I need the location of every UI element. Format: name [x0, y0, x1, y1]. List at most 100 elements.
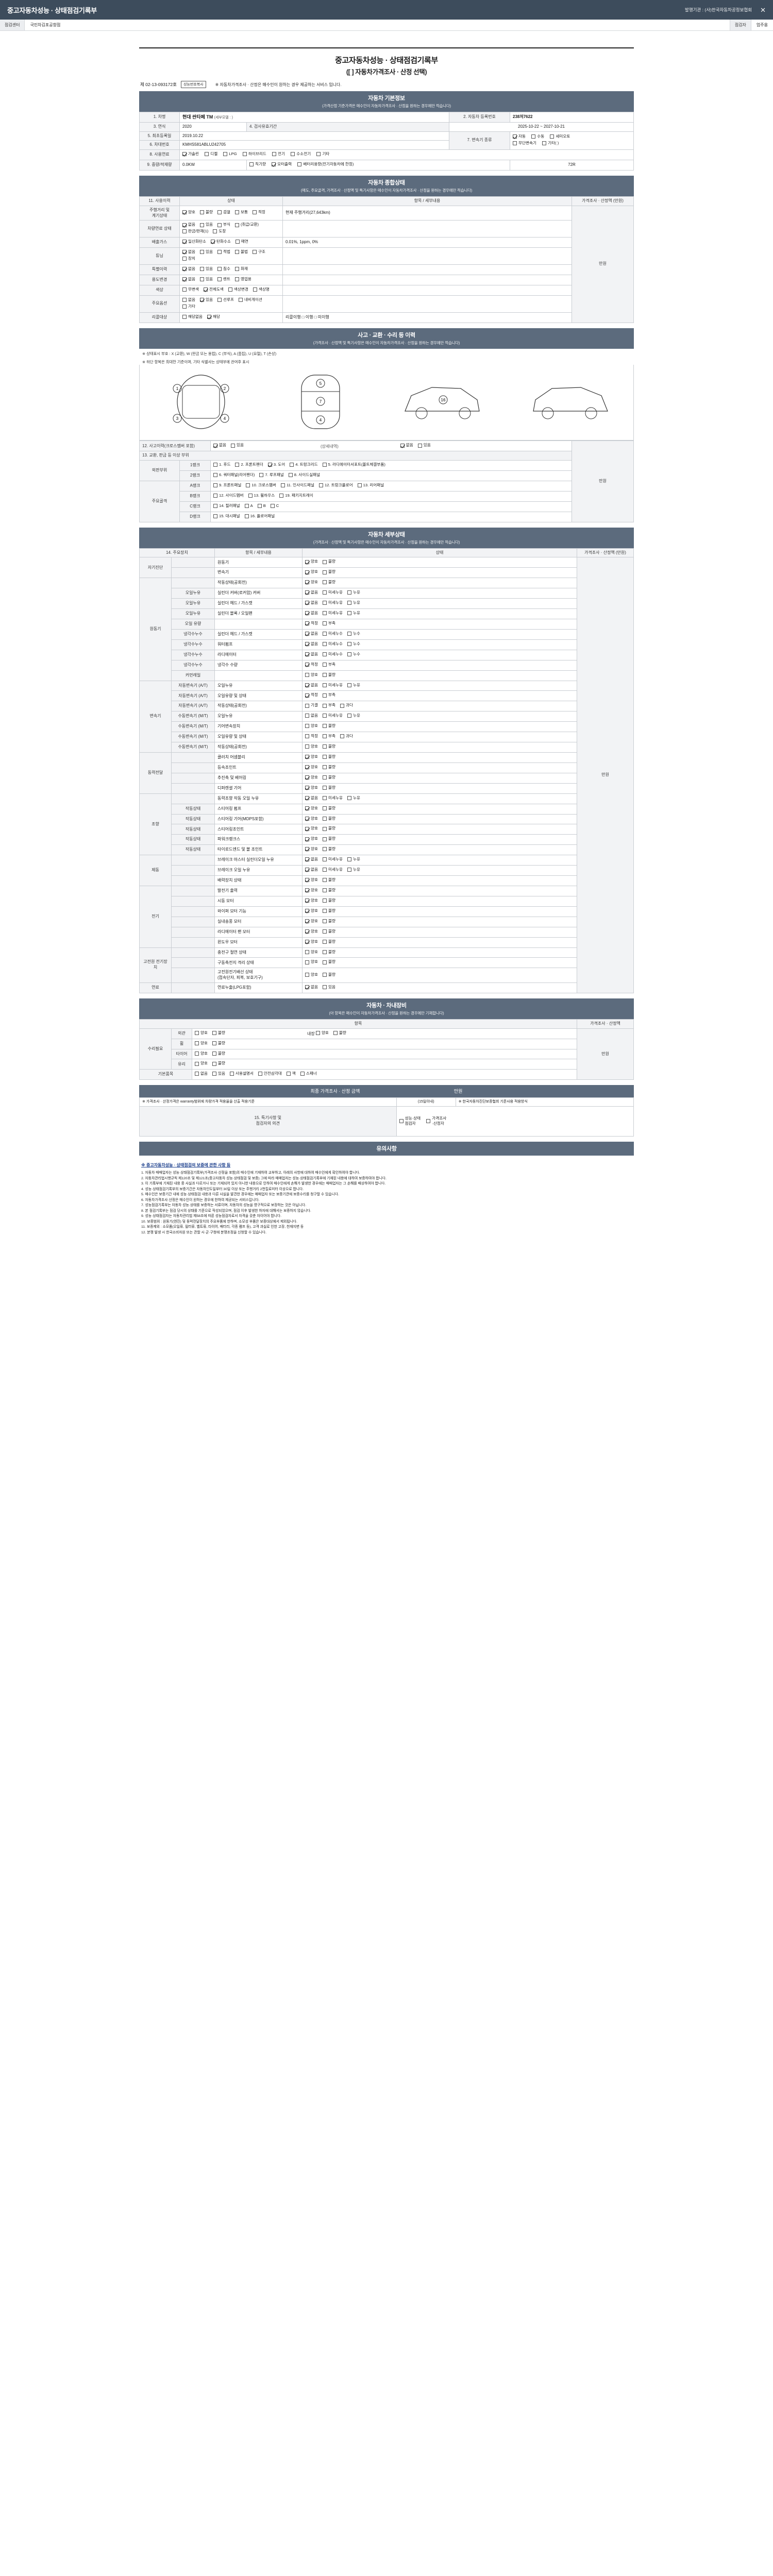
- p2-0-opt-1[interactable]: 미세누유: [323, 683, 343, 688]
- state-1-2[interactable]: 없음 미세누유 누유: [302, 598, 577, 609]
- state-3-3[interactable]: 양호 불량: [302, 783, 577, 794]
- p1-9-opt-0[interactable]: 양호: [305, 672, 318, 677]
- p1-4-opt-0[interactable]: 적정: [305, 621, 318, 626]
- p1-3-opt-0[interactable]: 없음: [305, 611, 318, 616]
- p5-0-opt-1[interactable]: 미세누유: [323, 857, 343, 862]
- cs3-opt-1[interactable]: 불량: [212, 1061, 225, 1066]
- p1-1-opt-2[interactable]: 누유: [347, 590, 360, 595]
- cs2-opt-1[interactable]: 불량: [212, 1051, 225, 1056]
- state-4-3[interactable]: 양호 불량: [302, 824, 577, 835]
- cond6-opt-1[interactable]: 전체도색: [203, 287, 224, 292]
- p1-9-opt-1[interactable]: 불량: [323, 672, 335, 677]
- p4-2-opt-0[interactable]: 양호: [305, 816, 318, 821]
- cond1-opt-5[interactable]: 도장: [213, 229, 226, 234]
- state-6-5[interactable]: 양호 불량: [302, 937, 577, 948]
- rkD-opt-0[interactable]: 15. 대시패널: [213, 514, 240, 519]
- csr0-opt-0[interactable]: 양호: [315, 1030, 329, 1036]
- fuel-lpg[interactable]: LPG: [223, 151, 237, 157]
- p4-2-opt-1[interactable]: 불량: [323, 816, 335, 821]
- rkA-opt-0[interactable]: 9. 프론트패널: [213, 483, 241, 488]
- cond2-opt-2[interactable]: 매연: [235, 239, 248, 244]
- p4-3-opt-1[interactable]: 불량: [323, 826, 335, 831]
- p7-1-opt-0[interactable]: 양호: [305, 959, 318, 964]
- rank-B-items[interactable]: 12. 사이드멤버 13. 휠하우스 19. 패키지트레이: [210, 490, 572, 502]
- rkA-opt-3[interactable]: 12. 트렁크플로어: [319, 483, 353, 488]
- cond6-opt-3[interactable]: 색상명: [253, 287, 270, 292]
- p1-4-opt-1[interactable]: 부족: [323, 621, 335, 626]
- p3-1-opt-1[interactable]: 불량: [323, 765, 335, 770]
- p7-0-opt-1[interactable]: 불량: [323, 950, 335, 955]
- p4-5-opt-0[interactable]: 양호: [305, 846, 318, 852]
- p2-4-opt-0[interactable]: 양호: [305, 723, 318, 728]
- p6-3-opt-0[interactable]: 양호: [305, 919, 318, 924]
- p1-8-opt-0[interactable]: 적정: [305, 662, 318, 667]
- p1-0-opt-0[interactable]: 양호: [305, 580, 318, 585]
- state-1-1[interactable]: 없음 미세누유 누유: [302, 588, 577, 599]
- state-3-0[interactable]: 양호 불량: [302, 752, 577, 763]
- p4-4-opt-1[interactable]: 불량: [323, 836, 335, 841]
- state-1-7[interactable]: 없음 미세누수 누수: [302, 649, 577, 660]
- state-1-9[interactable]: 양호 불량: [302, 670, 577, 681]
- p1-5-opt-0[interactable]: 없음: [305, 631, 318, 636]
- transmission-semiauto[interactable]: 세미오토: [550, 134, 570, 139]
- rkC-opt-1[interactable]: A: [244, 503, 253, 509]
- cond3-opt-3[interactable]: 불법: [234, 249, 248, 255]
- p1-2-opt-1[interactable]: 미세누유: [323, 600, 343, 605]
- p1-7-opt-0[interactable]: 없음: [305, 652, 318, 657]
- p7-1-opt-1[interactable]: 불량: [323, 959, 335, 964]
- rkB-opt-0[interactable]: 12. 사이드멤버: [213, 493, 244, 498]
- r2-opt-1[interactable]: 7. 루프패널: [259, 472, 284, 478]
- rank1-items[interactable]: 1. 후드 2. 프론트펜더 3. 도어 4. 트렁크리드 5. 라디에이터서포트(볼트…: [210, 460, 572, 471]
- state-4-5[interactable]: 양호 불량: [302, 844, 577, 856]
- state-7-0[interactable]: 양호 불량: [302, 947, 577, 958]
- cond1-opt-2[interactable]: 부식: [217, 222, 230, 227]
- p6-1-opt-0[interactable]: 양호: [305, 898, 318, 903]
- p2-3-opt-1[interactable]: 미세누유: [323, 713, 343, 718]
- state-4-4[interactable]: 양호 불량: [302, 834, 577, 845]
- p6-2-opt-1[interactable]: 불량: [323, 908, 335, 913]
- state-4-0[interactable]: 없음 미세누유 누유: [302, 793, 577, 804]
- state-2-2[interactable]: 기결 부족 과다: [302, 701, 577, 712]
- p1-6-opt-0[interactable]: 없음: [305, 641, 318, 647]
- p4-0-opt-0[interactable]: 없음: [305, 795, 318, 801]
- p1-5-opt-1[interactable]: 미세누수: [323, 631, 343, 636]
- cond7-opt-0[interactable]: 없음: [182, 297, 195, 302]
- cs1-opt-0[interactable]: 양호: [195, 1041, 208, 1046]
- p7-2-opt-0[interactable]: 양호: [305, 972, 318, 977]
- p2-1-opt-0[interactable]: 적정: [305, 692, 318, 698]
- p2-3-opt-0[interactable]: 없음: [305, 713, 318, 718]
- cond3-opt-2[interactable]: 적법: [217, 249, 230, 255]
- state-1-0[interactable]: 양호 불량: [302, 578, 577, 589]
- p7-2-opt-1[interactable]: 불량: [323, 972, 335, 977]
- state-2-6[interactable]: 양호 불량: [302, 742, 577, 753]
- rank-C-items[interactable]: 14. 필러패널 A B C: [210, 501, 572, 512]
- cond2-opt-1[interactable]: 탄화수소: [210, 239, 231, 244]
- cs3-opt-0[interactable]: 양호: [195, 1061, 208, 1066]
- state-0-1[interactable]: 양호 불량: [302, 567, 577, 579]
- p6-2-opt-0[interactable]: 양호: [305, 908, 318, 913]
- rkD-opt-1[interactable]: 16. 플로어패널: [244, 514, 275, 519]
- p2-4-opt-1[interactable]: 불량: [323, 723, 335, 728]
- p1-1-opt-0[interactable]: 없음: [305, 590, 318, 595]
- fuel-electric[interactable]: 전기: [272, 151, 285, 157]
- state-2-4[interactable]: 양호 불량: [302, 721, 577, 733]
- p2-6-opt-0[interactable]: 양호: [305, 744, 318, 749]
- p1-6-opt-2[interactable]: 누수: [347, 641, 360, 647]
- p8-0-opt-0[interactable]: 없음: [305, 985, 318, 990]
- state-2-0[interactable]: 없음 미세누유 누유: [302, 680, 577, 691]
- cond0-opt-0[interactable]: 양호: [182, 210, 195, 215]
- p6-0-opt-1[interactable]: 불량: [323, 888, 335, 893]
- state-6-3[interactable]: 양호 불량: [302, 916, 577, 927]
- copy-number-button[interactable]: 성능번호복사: [180, 81, 206, 88]
- cond7-opt-1[interactable]: 있음: [199, 297, 213, 302]
- bi-opt-2[interactable]: 사용설명서: [229, 1071, 254, 1076]
- r1-opt-2[interactable]: 3. 도어: [267, 462, 285, 467]
- displacement-battery[interactable]: 배터리용량(전기자동차에 한정): [297, 162, 354, 167]
- consume-state-0[interactable]: 양호 불량 내장 양호 불량: [192, 1028, 577, 1039]
- cond7-opt-4[interactable]: 기타: [182, 304, 195, 309]
- p7-0-opt-0[interactable]: 양호: [305, 950, 318, 955]
- accident-r-opt-1[interactable]: 있음: [417, 443, 431, 448]
- p2-5-opt-2[interactable]: 과다: [340, 734, 353, 739]
- fuel-options[interactable]: 가솔린 디젤 LPG 하이브리드 전기 수소전기 기타: [179, 149, 634, 161]
- r1-opt-0[interactable]: 1. 후드: [213, 462, 230, 467]
